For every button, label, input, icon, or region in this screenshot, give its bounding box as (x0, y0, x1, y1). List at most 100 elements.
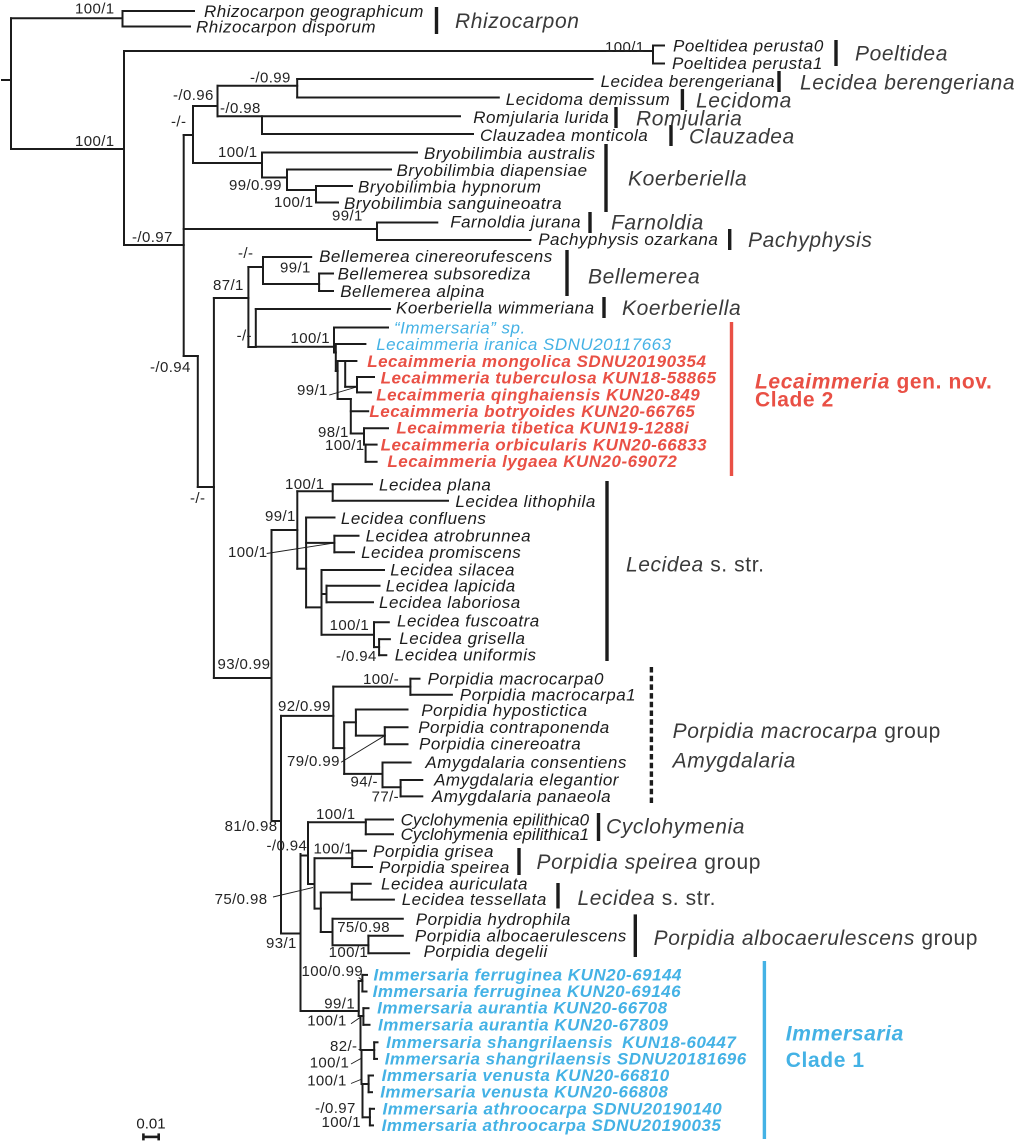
svg-text:Lecidea silacea: Lecidea silacea (390, 560, 515, 579)
svg-text:93/0.99: 93/0.99 (218, 656, 271, 673)
svg-text:Lecaimmeria botryoides KUN20-6: Lecaimmeria botryoides KUN20-66765 (369, 402, 695, 421)
svg-text:Koerberiella: Koerberiella (628, 167, 747, 190)
svg-text:Amygdalaria panaeola: Amygdalaria panaeola (431, 787, 611, 806)
svg-text:Lecaimmeria orbicularis KUN20-: Lecaimmeria orbicularis KUN20-66833 (381, 435, 708, 454)
svg-text:Amygdalaria elegantior: Amygdalaria elegantior (433, 771, 620, 790)
svg-text:100/1: 100/1 (75, 1, 115, 18)
svg-text:Poeltidea perusta0: Poeltidea perusta0 (673, 37, 824, 56)
svg-text:-/-: -/- (190, 490, 205, 507)
svg-text:99/1: 99/1 (280, 260, 311, 277)
svg-text:Lecidea s. str.: Lecidea s. str. (578, 887, 717, 910)
svg-text:100/1: 100/1 (322, 1114, 362, 1131)
svg-text:100/1: 100/1 (307, 1073, 347, 1090)
svg-text:Lecaimmeria tibetica KUN19-128: Lecaimmeria tibetica KUN19-1288i (396, 419, 690, 438)
svg-text:Poeltidea perusta1: Poeltidea perusta1 (672, 54, 823, 73)
svg-text:Lecidea lithophila: Lecidea lithophila (455, 492, 595, 511)
svg-text:Lecidea confluens: Lecidea confluens (341, 509, 487, 528)
svg-text:Cyclohymenia epilithica1: Cyclohymenia epilithica1 (401, 825, 590, 844)
svg-text:Bellemerea alpina: Bellemerea alpina (340, 282, 485, 301)
svg-text:Lecidea laboriosa: Lecidea laboriosa (379, 593, 521, 612)
svg-text:Immersaria aurantia KUN20-6780: Immersaria aurantia KUN20-67809 (378, 1015, 669, 1034)
svg-text:Lecidea auriculata: Lecidea auriculata (381, 875, 528, 894)
svg-text:Lecidea tessellata: Lecidea tessellata (402, 890, 547, 909)
svg-text:-/0.94: -/0.94 (150, 359, 191, 376)
svg-text:Lecidea uniformis: Lecidea uniformis (395, 646, 537, 665)
svg-text:-/0.97: -/0.97 (315, 1100, 356, 1117)
svg-text:Porpidia albocaerulescens: Porpidia albocaerulescens (415, 926, 627, 945)
svg-text:Lecaimmeria mongolica SDNU2019: Lecaimmeria mongolica SDNU20190354 (367, 352, 706, 371)
svg-text:Farnoldia jurana: Farnoldia jurana (450, 213, 581, 232)
svg-text:Lecaimmeria iranica SDNU201176: Lecaimmeria iranica SDNU20117663 (376, 335, 671, 354)
svg-text:Porpidia hypostictica: Porpidia hypostictica (421, 701, 587, 720)
svg-text:Koerberiella: Koerberiella (622, 297, 741, 320)
svg-text:Immersaria ferruginea KUN20-69: Immersaria ferruginea KUN20-69144 (374, 965, 683, 984)
svg-text:Lecidea atrobrunnea: Lecidea atrobrunnea (366, 526, 531, 545)
svg-text:100/1: 100/1 (75, 133, 115, 150)
svg-text:87/1: 87/1 (213, 277, 244, 294)
svg-text:Porpidia cinereoatra: Porpidia cinereoatra (419, 735, 581, 754)
svg-text:Rhizocarpon: Rhizocarpon (455, 10, 580, 33)
svg-text:Pachyphysis ozarkana: Pachyphysis ozarkana (538, 230, 718, 249)
svg-text:92/0.99: 92/0.99 (278, 698, 331, 715)
svg-text:99/1: 99/1 (332, 208, 363, 225)
svg-text:99/0.99: 99/0.99 (229, 177, 282, 194)
svg-text:Immersaria shangrilaensis SDNU: Immersaria shangrilaensis SDNU20181696 (385, 1049, 747, 1068)
svg-text:Immersaria athroocarpa SDNU201: Immersaria athroocarpa SDNU20190035 (382, 1116, 722, 1135)
svg-text:100/-: 100/- (363, 671, 399, 688)
svg-text:-/-: -/- (237, 328, 252, 345)
svg-text:Porpidia grisea: Porpidia grisea (373, 842, 494, 861)
svg-text:100/1: 100/1 (329, 944, 369, 961)
svg-text:Porpidia macrocarpa0: Porpidia macrocarpa0 (428, 670, 604, 689)
svg-text:Immersaria venusta KUN20-66808: Immersaria venusta KUN20-66808 (380, 1083, 668, 1102)
svg-text:Lecidoma demissum: Lecidoma demissum (506, 90, 670, 109)
svg-text:Farnoldia: Farnoldia (611, 211, 704, 234)
svg-text:Lecaimmeria qinghaiensis KUN20: Lecaimmeria qinghaiensis KUN20-849 (376, 385, 700, 404)
svg-text:100/1: 100/1 (228, 544, 268, 561)
svg-text:-/-: -/- (171, 114, 186, 131)
svg-text:98/1: 98/1 (318, 424, 349, 441)
svg-text:Romjularia lurida: Romjularia lurida (473, 108, 609, 127)
svg-text:Amygdalaria consentiens: Amygdalaria consentiens (424, 753, 626, 772)
svg-text:Immersaria aurantia KUN20-6670: Immersaria aurantia KUN20-66708 (377, 999, 668, 1018)
svg-text:Porpidia macrocarpa1: Porpidia macrocarpa1 (460, 685, 636, 704)
svg-text:Porpidia degelii: Porpidia degelii (424, 942, 549, 961)
svg-text:Clauzadea monticola: Clauzadea monticola (480, 126, 648, 145)
svg-text:Lecaimmeria lygaea KUN20-69072: Lecaimmeria lygaea KUN20-69072 (387, 452, 677, 471)
svg-text:Lecidea promiscens: Lecidea promiscens (361, 543, 521, 562)
svg-text:99/1: 99/1 (324, 995, 355, 1012)
svg-text:-/0.94: -/0.94 (267, 838, 308, 855)
svg-text:Lecidea berengeriana: Lecidea berengeriana (601, 72, 775, 91)
svg-text:82/-: 82/- (330, 1038, 357, 1055)
svg-text:100/1: 100/1 (330, 617, 370, 634)
svg-text:Bryobilimbia sanguineoatra: Bryobilimbia sanguineoatra (344, 194, 562, 213)
svg-text:Amygdalaria: Amygdalaria (671, 750, 796, 773)
svg-text:94/-: 94/- (351, 773, 378, 790)
svg-text:Rhizocarpon disporum: Rhizocarpon disporum (196, 18, 376, 37)
svg-text:Bellemerea cinereorufescens: Bellemerea cinereorufescens (319, 247, 553, 266)
svg-text:Porpidia macrocarpa group: Porpidia macrocarpa group (673, 720, 941, 743)
svg-text:77/-: 77/- (372, 788, 399, 805)
svg-text:Lecidea grisella: Lecidea grisella (399, 629, 525, 648)
svg-text:100/1: 100/1 (307, 1013, 347, 1030)
svg-text:-/0.96: -/0.96 (173, 87, 214, 104)
svg-text:Lecidea s. str.: Lecidea s. str. (626, 553, 765, 576)
svg-text:Lecidea lapicida: Lecidea lapicida (386, 577, 516, 596)
svg-text:0.01: 0.01 (136, 1116, 165, 1133)
svg-text:100/1: 100/1 (325, 437, 365, 454)
svg-text:Porpidia hydrophila: Porpidia hydrophila (416, 910, 571, 929)
svg-text:Clade 2: Clade 2 (755, 388, 834, 411)
svg-text:81/0.98: 81/0.98 (225, 818, 278, 835)
svg-text:Porpidia speirea: Porpidia speirea (379, 858, 510, 877)
svg-text:-/-: -/- (238, 245, 253, 262)
svg-text:93/1: 93/1 (266, 935, 297, 952)
svg-text:Lecaimmeria tuberculosa KUN18-: Lecaimmeria tuberculosa KUN18-58865 (381, 369, 717, 388)
svg-text:Bellemerea subsorediza: Bellemerea subsorediza (338, 265, 531, 284)
svg-text:Lecidoma: Lecidoma (696, 89, 792, 112)
svg-text:Immersaria athroocarpa SDNU201: Immersaria athroocarpa SDNU20190140 (383, 1099, 723, 1118)
svg-text:Pachyphysis: Pachyphysis (748, 229, 873, 252)
svg-text:Lecaimmeria gen. nov.: Lecaimmeria gen. nov. (755, 370, 992, 393)
svg-text:Koerberiella wimmeriana: Koerberiella wimmeriana (396, 299, 595, 318)
svg-text:Immersaria ferruginea KUN20-69: Immersaria ferruginea KUN20-69146 (373, 982, 682, 1001)
svg-text:Romjularia: Romjularia (636, 107, 742, 130)
svg-text:Lecidea fuscoatra: Lecidea fuscoatra (397, 612, 540, 631)
